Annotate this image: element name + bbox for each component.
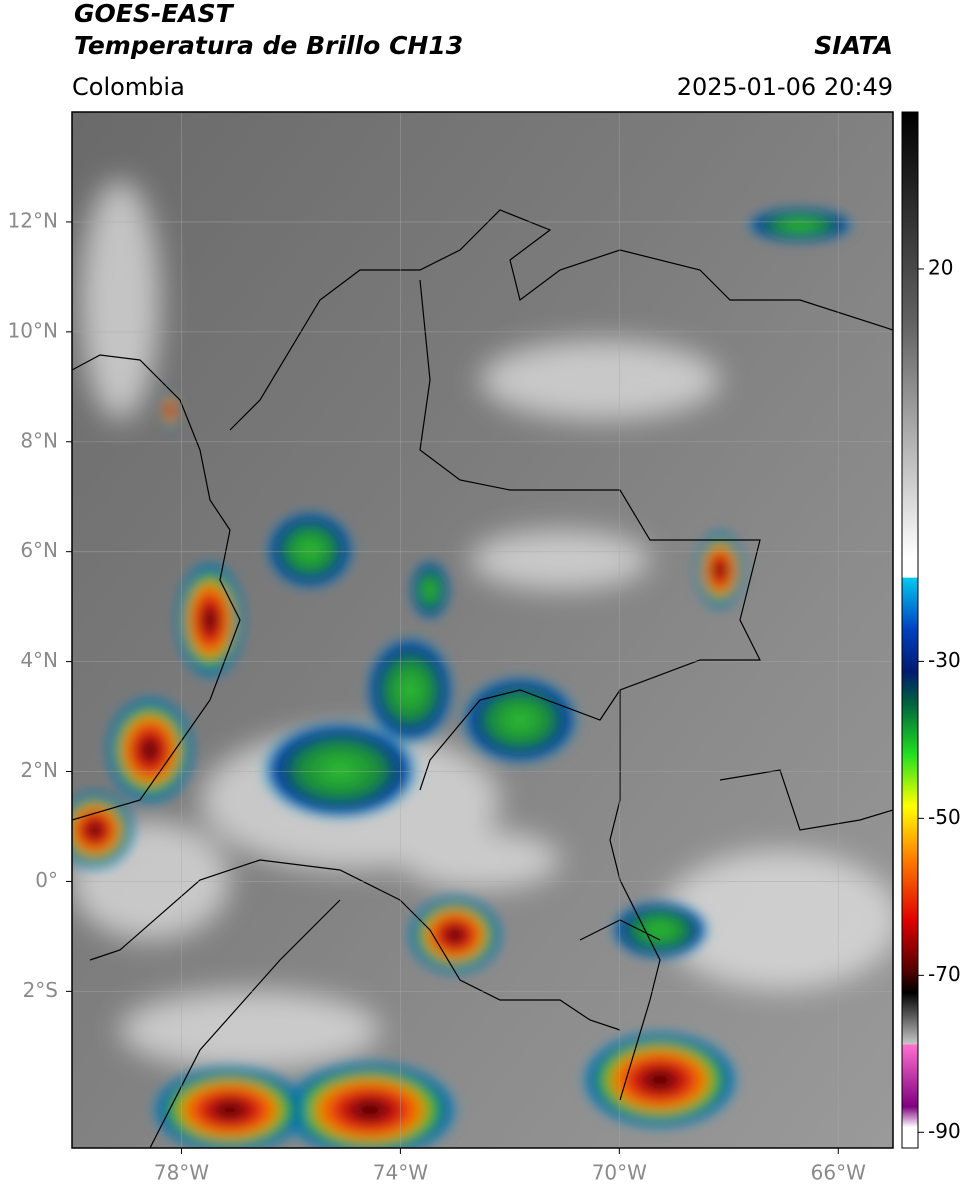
colorbar-label: -90 [928,1119,961,1143]
lat-label: 4°N [20,648,58,672]
lon-label: 78°W [154,1161,209,1185]
lat-label: 2°S [23,978,58,1002]
lon-label: 70°W [592,1161,647,1185]
colorbar-label: 20 [928,255,953,279]
colorbar [901,111,919,1149]
lat-label: 8°N [20,428,58,452]
title: GOES-EAST [74,0,235,28]
lat-label: 6°N [20,538,58,562]
subtitle: Temperatura de Brillo CH13 [74,31,463,60]
lat-label: 12°N [8,208,58,232]
lat-label: 2°N [20,758,58,782]
colorbar-label: -30 [928,648,961,672]
lon-label: 74°W [373,1161,428,1185]
lat-label: 0° [35,868,58,892]
datetime: 2025-01-06 20:49 [677,73,893,101]
colorbar-label: -70 [928,962,961,986]
region: Colombia [72,73,185,101]
lon-label: 66°W [811,1161,866,1185]
lat-label: 10°N [8,318,58,342]
satellite-image [72,112,893,1148]
map-frame [71,111,894,1149]
colorbar-label: -50 [928,805,961,829]
source: SIATA [814,31,893,60]
